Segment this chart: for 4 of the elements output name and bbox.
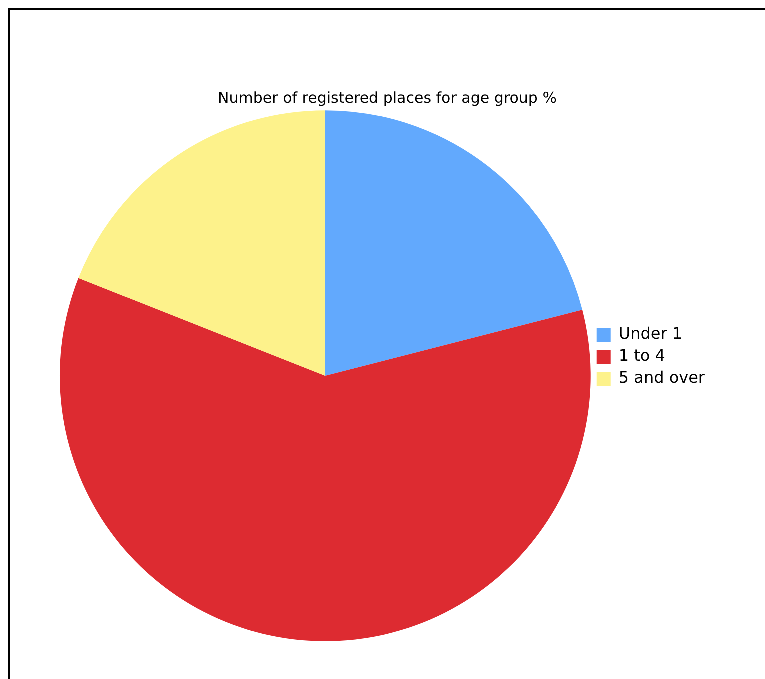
legend-label: Under 1 — [618, 324, 683, 344]
legend-label: 1 to 4 — [618, 346, 666, 366]
chart-title: Number of registered places for age group % — [218, 88, 557, 107]
legend-label: 5 and over — [618, 368, 706, 388]
